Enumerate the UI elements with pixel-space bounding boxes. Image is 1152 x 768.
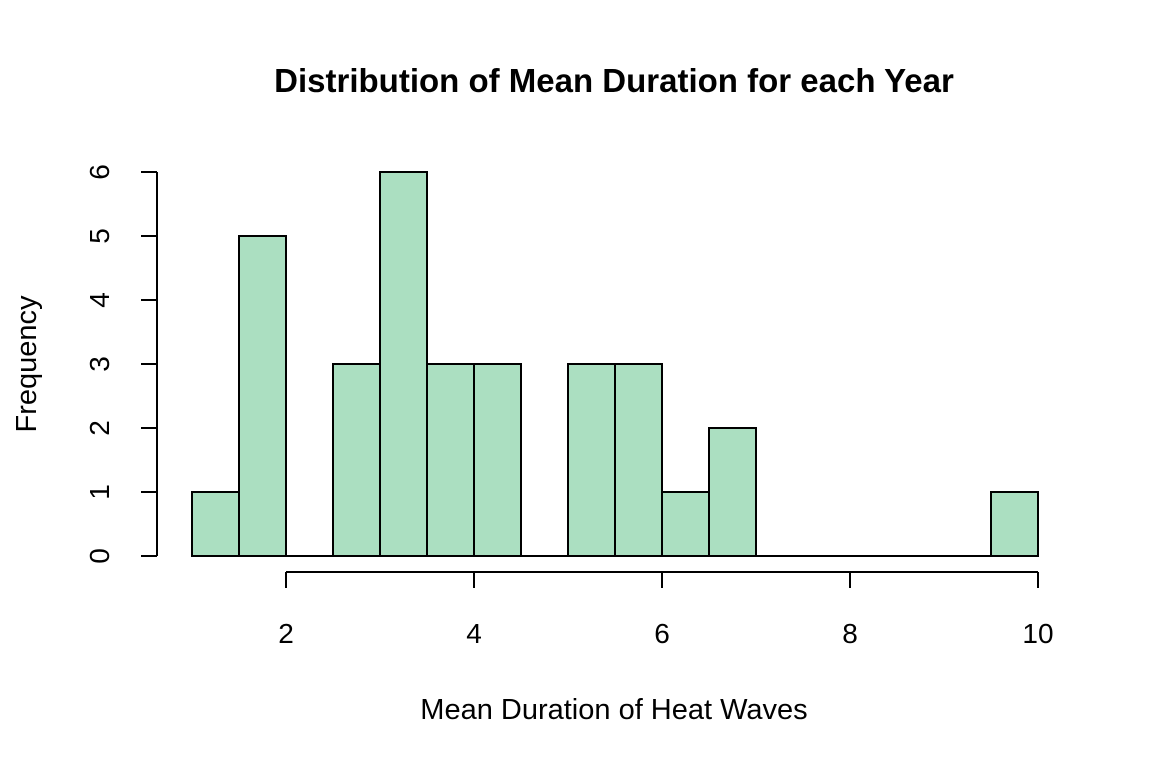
y-tick-label-2: 2 xyxy=(84,420,115,436)
histogram-bar-17 xyxy=(990,491,1039,557)
histogram-bar-6 xyxy=(473,363,522,557)
histogram-bar-10 xyxy=(661,491,710,557)
y-tick-label-4: 4 xyxy=(84,292,115,308)
histogram-bar-1 xyxy=(238,235,287,557)
y-tick-label-0: 0 xyxy=(84,548,115,564)
histogram-bar-9 xyxy=(614,363,663,557)
histogram-bar-5 xyxy=(426,363,475,557)
y-axis: 0 1 2 3 4 5 6 xyxy=(84,164,158,564)
x-tick-label-2: 6 xyxy=(654,618,670,649)
y-tick-label-1: 1 xyxy=(84,484,115,500)
histogram-bar-4 xyxy=(379,171,428,557)
y-tick-label-3: 3 xyxy=(84,356,115,372)
y-axis-label: Frequency xyxy=(11,295,43,433)
chart-title: Distribution of Mean Duration for each Y… xyxy=(274,62,954,99)
x-axis: 2 4 6 8 10 xyxy=(278,571,1054,649)
x-tick-label-1: 4 xyxy=(466,618,482,649)
bars-group xyxy=(191,171,1039,557)
histogram-bar-3 xyxy=(332,363,381,557)
histogram-bar-0 xyxy=(191,491,240,557)
x-tick-label-3: 8 xyxy=(842,618,858,649)
x-axis-label: Mean Duration of Heat Waves xyxy=(420,694,807,726)
y-tick-label-5: 5 xyxy=(84,228,115,244)
y-tick-label-6: 6 xyxy=(84,164,115,180)
x-tick-label-4: 10 xyxy=(1022,618,1053,649)
x-tick-label-0: 2 xyxy=(278,618,294,649)
histogram-bar-8 xyxy=(567,363,616,557)
histogram-bar-11 xyxy=(708,427,757,557)
